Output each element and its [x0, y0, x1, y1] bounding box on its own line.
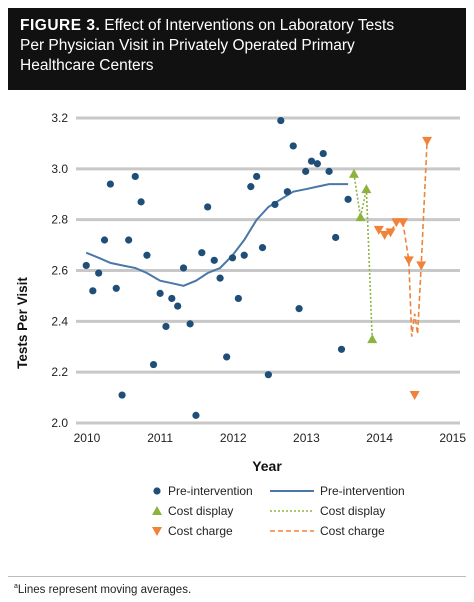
x-axis-title: Year: [252, 458, 282, 474]
point-pre-intervention: [264, 371, 272, 379]
point-pre-intervention: [302, 167, 310, 175]
y-tick-label: 3.0: [51, 162, 68, 176]
x-tick-label: 2014: [366, 431, 393, 445]
x-tick-label: 2013: [293, 431, 320, 445]
y-tick-label: 2.2: [51, 365, 68, 379]
point-cost-display: [348, 168, 359, 178]
y-tick-label: 2.0: [51, 416, 68, 430]
point-pre-intervention: [82, 261, 90, 270]
title-line-2: Per Physician Visit in Privately Operate…: [20, 37, 355, 54]
point-pre-intervention: [149, 360, 158, 369]
point-pre-intervention: [137, 198, 145, 206]
point-cost-display: [367, 334, 378, 344]
point-cost-charge: [379, 230, 390, 240]
series-line-pre-intervention: [85, 183, 349, 287]
point-pre-intervention: [271, 200, 279, 209]
point-pre-intervention: [192, 411, 200, 419]
legend-label: Pre-intervention: [320, 484, 405, 498]
point-pre-intervention: [179, 264, 188, 272]
point-pre-intervention: [258, 244, 267, 252]
point-pre-intervention: [186, 320, 194, 328]
point-pre-intervention: [234, 294, 242, 303]
y-tick-label: 2.6: [51, 264, 68, 278]
x-tick-label: 2011: [147, 431, 173, 445]
point-pre-intervention: [118, 391, 126, 399]
point-pre-intervention: [344, 195, 352, 203]
point-cost-charge: [391, 218, 402, 228]
point-cost-charge: [409, 391, 420, 401]
chart: 2.0 2.2 2.4 2.6 2.8 3.0 3.2 2010 2011 2012 2013 201…: [15, 111, 466, 538]
point-pre-intervention: [228, 254, 237, 262]
point-pre-intervention: [204, 203, 212, 211]
title-text-1: Effect of Interventions on Laboratory Te…: [104, 17, 395, 34]
point-pre-intervention: [240, 251, 248, 259]
point-pre-intervention: [112, 284, 120, 292]
figure-label: FIGURE 3.: [20, 17, 101, 34]
series-line-cost-display: [353, 173, 373, 340]
point-cost-charge: [422, 136, 433, 146]
legend-marker-charge: [152, 527, 162, 536]
figure-title-box: FIGURE 3. Effect of Interventions on Labo…: [8, 8, 466, 90]
legend-label: Pre-intervention: [168, 484, 253, 498]
point-pre-intervention: [131, 172, 139, 181]
point-cost-display: [355, 212, 366, 222]
point-pre-intervention: [162, 322, 170, 331]
point-pre-intervention: [253, 172, 261, 181]
point-pre-intervention: [319, 149, 327, 158]
title-line-3: Healthcare Centers: [20, 57, 154, 74]
footnote-text: Lines represent moving averages.: [17, 583, 192, 596]
legend-label: Cost charge: [320, 524, 385, 538]
footnote-divider: [8, 576, 466, 577]
point-pre-intervention: [106, 180, 114, 188]
point-pre-intervention: [198, 249, 206, 257]
footnote-marker: a: [14, 583, 18, 590]
point-pre-intervention: [337, 345, 346, 353]
point-cost-charge: [416, 261, 427, 271]
point-pre-intervention: [325, 167, 333, 175]
point-pre-intervention: [307, 157, 316, 165]
y-axis-title: Tests Per Visit: [15, 277, 30, 369]
x-tick-label: 2015: [439, 431, 466, 445]
point-pre-intervention: [168, 294, 176, 303]
point-pre-intervention: [283, 188, 291, 196]
title-line-1: FIGURE 3. Effect of Interventions on Labo…: [20, 16, 454, 36]
point-cost-charge: [373, 225, 384, 235]
legend-marker-pre: [153, 487, 161, 495]
point-pre-intervention: [143, 251, 151, 259]
point-pre-intervention: [313, 160, 321, 168]
point-cost-display: [361, 184, 372, 194]
point-pre-intervention: [156, 289, 164, 297]
y-tick-label: 3.2: [51, 111, 68, 125]
y-tick-label: 2.4: [51, 314, 68, 328]
legend-label: Cost display: [168, 504, 233, 518]
point-pre-intervention: [174, 302, 182, 310]
point-pre-intervention: [332, 233, 340, 242]
legend-marker-display: [152, 506, 162, 515]
point-pre-intervention: [295, 305, 303, 313]
x-tick-label: 2012: [220, 431, 247, 445]
point-cost-charge: [385, 228, 396, 238]
point-pre-intervention: [247, 183, 255, 191]
point-pre-intervention: [277, 116, 285, 125]
x-tick-label: 2010: [74, 431, 101, 445]
footnote: aLines represent moving averages.: [14, 583, 191, 596]
legend-label: Cost charge: [168, 524, 233, 538]
point-pre-intervention: [125, 236, 133, 244]
point-pre-intervention: [216, 274, 224, 282]
point-pre-intervention: [289, 142, 297, 150]
legend-label: Cost display: [320, 504, 385, 518]
point-pre-intervention: [89, 287, 97, 295]
point-pre-intervention: [100, 236, 109, 244]
y-tick-label: 2.8: [51, 213, 68, 227]
point-pre-intervention: [223, 353, 231, 361]
point-cost-charge: [403, 256, 414, 266]
point-pre-intervention: [210, 256, 218, 264]
point-cost-charge: [397, 218, 408, 228]
point-pre-intervention: [95, 269, 103, 277]
